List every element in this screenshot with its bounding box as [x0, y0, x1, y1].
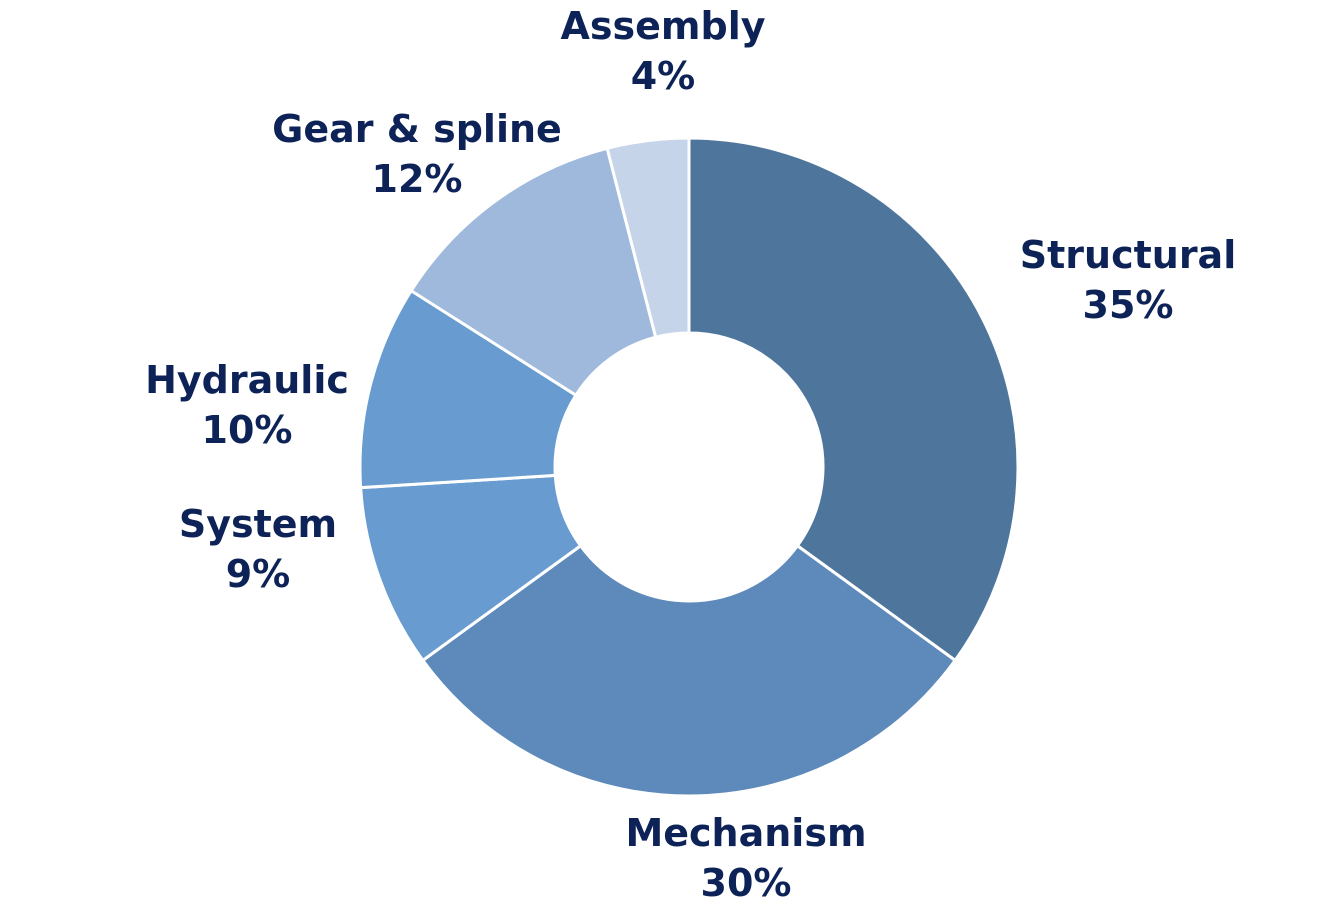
slice-gear-spline [409, 146, 658, 398]
slice-label-hydraulic: Hydraulic [145, 358, 349, 402]
slice-hydraulic [358, 288, 578, 490]
slice-percent-hydraulic: 10% [202, 408, 293, 452]
slice-label-structural: Structural [1020, 233, 1236, 277]
slice-percent-gear-spline: 12% [372, 157, 463, 201]
slice-percent-mechanism: 30% [701, 861, 792, 905]
slice-label-mechanism: Mechanism [625, 811, 866, 855]
slice-percent-structural: 35% [1083, 283, 1174, 327]
slice-system [359, 473, 583, 663]
slice-mechanism [420, 543, 958, 798]
slice-structural [687, 136, 1020, 663]
slice-labels: Structural 35% Mechanism 30% System 9% Hydraul… [145, 4, 1236, 905]
slice-label-gear-spline: Gear & spline [272, 107, 562, 151]
donut-slices [358, 136, 1020, 798]
slice-percent-system: 9% [226, 552, 291, 596]
slice-label-assembly: Assembly [560, 4, 765, 48]
slice-label-system: System [179, 502, 337, 546]
slice-percent-assembly: 4% [631, 54, 696, 98]
slice-assembly [605, 136, 691, 340]
